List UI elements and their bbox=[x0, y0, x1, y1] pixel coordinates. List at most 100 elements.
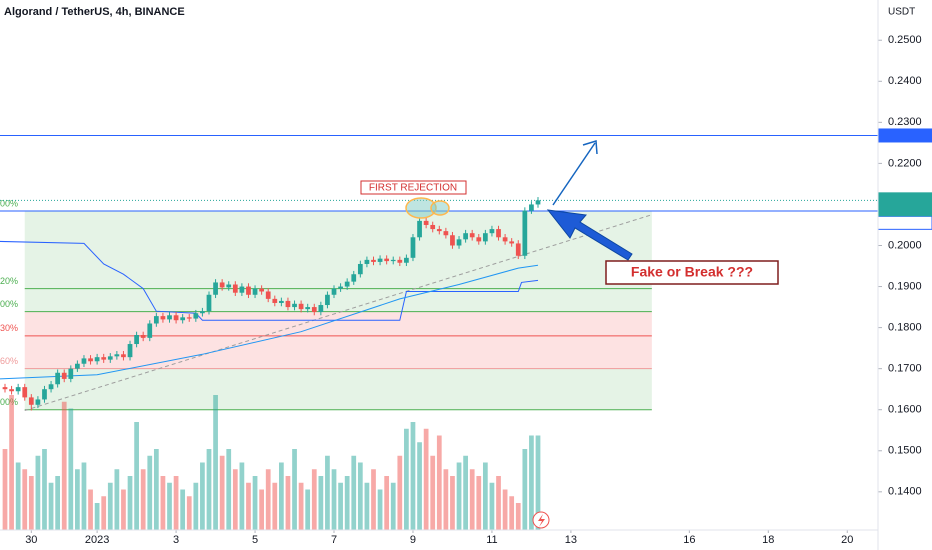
y-tick-label: 0.1700 bbox=[888, 363, 922, 375]
candle-body bbox=[173, 315, 179, 321]
y-tick-label: 0.1600 bbox=[888, 404, 922, 416]
volume-bar bbox=[114, 469, 120, 530]
candle-body bbox=[88, 358, 93, 362]
candle-body bbox=[476, 237, 482, 242]
volume-bar bbox=[325, 455, 330, 530]
candle-body bbox=[298, 303, 304, 310]
volume-bar bbox=[318, 476, 324, 530]
volume-bar bbox=[522, 449, 528, 530]
volume-bar bbox=[61, 401, 67, 530]
candle-body bbox=[42, 389, 47, 400]
volume-bar bbox=[101, 496, 107, 530]
last-price-bg bbox=[878, 192, 932, 217]
candle-body bbox=[167, 315, 172, 320]
annotation: FIRST REJECTION bbox=[369, 183, 457, 194]
x-tick-label: 9 bbox=[410, 534, 416, 546]
volume-bar bbox=[535, 435, 541, 530]
volume-bar bbox=[292, 449, 297, 530]
y-tick-label: 0.2000 bbox=[888, 239, 922, 251]
candle-body bbox=[325, 294, 330, 306]
volume-bar bbox=[338, 482, 343, 530]
candle-body bbox=[357, 263, 363, 275]
volume-bar bbox=[279, 462, 284, 530]
candle-body bbox=[226, 284, 232, 288]
volume-bar bbox=[357, 462, 363, 530]
volume-bar bbox=[68, 408, 74, 530]
volume-bar bbox=[75, 469, 80, 530]
candle-body bbox=[496, 229, 501, 238]
fib-label: 00% bbox=[0, 397, 18, 407]
candle-body bbox=[219, 282, 225, 288]
candle-body bbox=[75, 363, 80, 369]
arrow-head bbox=[582, 140, 598, 155]
arrow bbox=[552, 142, 596, 206]
candle-body bbox=[469, 233, 475, 238]
candle-body bbox=[81, 358, 87, 364]
candle-body bbox=[515, 243, 521, 256]
volume-bar bbox=[140, 469, 146, 530]
candle-body bbox=[147, 323, 153, 338]
candle-body bbox=[265, 291, 271, 299]
price-label-bg bbox=[878, 128, 932, 143]
volume-bar bbox=[331, 469, 337, 530]
fib-label: 30% bbox=[0, 323, 18, 333]
volume-bar bbox=[81, 462, 87, 530]
volume-bar bbox=[35, 455, 41, 530]
candle-body bbox=[140, 334, 146, 338]
x-tick-label: 7 bbox=[331, 534, 337, 546]
volume-bar bbox=[344, 476, 350, 530]
volume-bar bbox=[515, 503, 521, 530]
candle-body bbox=[377, 258, 383, 262]
volume-bar bbox=[134, 422, 139, 530]
volume-bar bbox=[121, 489, 126, 530]
volume-bar bbox=[311, 469, 317, 530]
candle-body bbox=[463, 233, 468, 240]
volume-bar bbox=[423, 428, 429, 530]
fib-label: 00% bbox=[0, 198, 18, 208]
candle-body bbox=[384, 258, 390, 262]
candle-body bbox=[364, 259, 370, 264]
volume-bar bbox=[173, 476, 179, 530]
volume-bar bbox=[107, 482, 113, 530]
candle-body bbox=[423, 220, 429, 225]
volume-bar bbox=[252, 476, 258, 530]
candle-body bbox=[482, 233, 488, 242]
volume-bar bbox=[298, 482, 304, 530]
candle-body bbox=[180, 317, 186, 321]
volume-bar bbox=[436, 435, 442, 530]
candle-body bbox=[351, 274, 357, 282]
candle-body bbox=[311, 307, 317, 313]
candle-body bbox=[127, 344, 133, 358]
candle-body bbox=[338, 286, 343, 289]
volume-bar bbox=[55, 476, 61, 530]
volume-bar bbox=[94, 503, 100, 530]
volume-bar bbox=[28, 476, 34, 530]
fib-label: 20% bbox=[0, 276, 18, 286]
x-tick-label: 5 bbox=[252, 534, 258, 546]
volume-bar bbox=[351, 455, 357, 530]
plot-area bbox=[0, 197, 652, 530]
volume-bar bbox=[443, 469, 449, 530]
x-tick-label: 2023 bbox=[85, 534, 109, 546]
volume-bar bbox=[476, 476, 482, 530]
y-tick-label: 0.1500 bbox=[888, 445, 922, 457]
volume-bar bbox=[410, 422, 416, 530]
chart-title: Algorand / TetherUS, 4h, BINANCE bbox=[4, 6, 185, 18]
candle-body bbox=[305, 307, 311, 310]
fib-label: 60% bbox=[0, 356, 18, 366]
volume-bar bbox=[200, 462, 205, 530]
candle-body bbox=[9, 389, 14, 392]
big-arrow bbox=[546, 209, 633, 261]
annotation-box bbox=[360, 180, 467, 195]
volume-bar bbox=[246, 482, 251, 530]
volume-bar bbox=[529, 435, 534, 530]
candle-body bbox=[344, 281, 350, 287]
candle-body bbox=[529, 204, 534, 211]
candle-body bbox=[502, 237, 508, 242]
price-label-bg bbox=[877, 215, 932, 230]
candle-body bbox=[22, 387, 28, 398]
candle-body bbox=[193, 313, 199, 319]
candle-body bbox=[318, 305, 324, 313]
candle-body bbox=[61, 372, 67, 379]
